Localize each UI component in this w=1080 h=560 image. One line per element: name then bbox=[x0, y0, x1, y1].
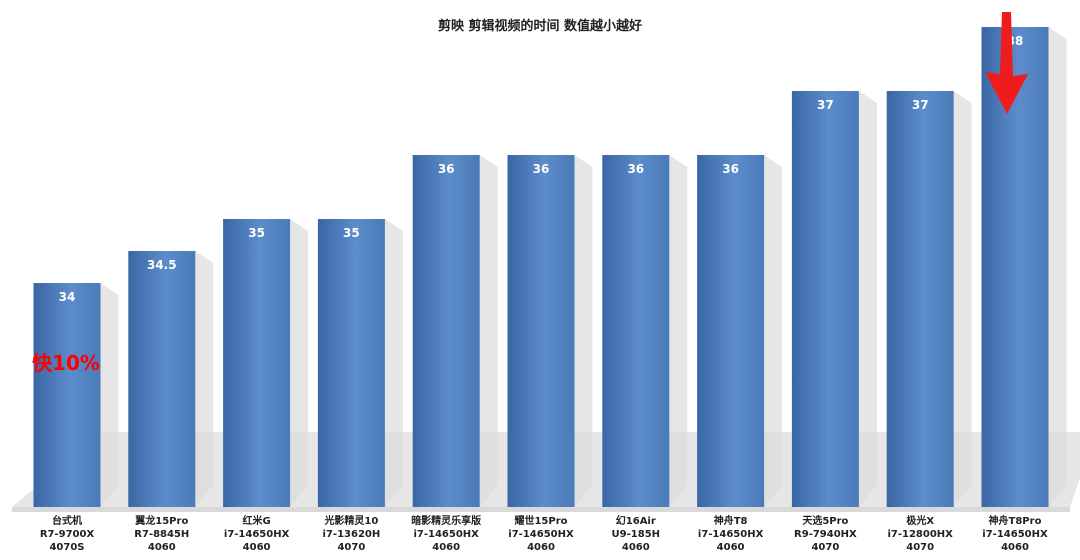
x-tick-label: 4060 bbox=[527, 542, 555, 553]
x-axis-labels: 台式机 R7-9700X 4070S 翼龙15Pro R7-8845H 4060 红米G i7… bbox=[40, 514, 1048, 553]
bar-value-label: 36 bbox=[627, 162, 644, 176]
x-tick-label: i7-14650HX bbox=[698, 529, 764, 540]
x-tick-label: 4060 bbox=[1001, 542, 1029, 553]
bar-shadow bbox=[384, 219, 403, 507]
x-tick-label: 台式机 bbox=[52, 514, 82, 527]
bar bbox=[507, 155, 575, 507]
x-tick-label: R7-8845H bbox=[134, 529, 189, 540]
x-tick-label: 4070 bbox=[906, 542, 934, 553]
bar-shadow bbox=[195, 251, 214, 507]
bar-shadow bbox=[858, 91, 877, 507]
bar-shadow bbox=[479, 155, 498, 507]
bar-value-label: 36 bbox=[722, 162, 739, 176]
x-tick-label: i7-14650HX bbox=[224, 529, 290, 540]
bar bbox=[223, 219, 291, 507]
bar-value-label: 34.5 bbox=[147, 258, 177, 272]
bar-shadow bbox=[290, 219, 309, 507]
x-tick-label: 幻16Air bbox=[616, 514, 656, 527]
x-tick-label: 翼龙15Pro bbox=[134, 514, 188, 527]
x-tick-label: 4060 bbox=[148, 542, 176, 553]
x-tick-label: 耀世15Pro bbox=[513, 514, 567, 527]
floor-edge bbox=[12, 507, 1070, 512]
bar-shadow bbox=[100, 283, 119, 507]
x-tick-label: i7-14650HX bbox=[982, 529, 1048, 540]
bar-value-label: 34 bbox=[59, 290, 76, 304]
bar bbox=[697, 155, 765, 507]
bar-value-label: 36 bbox=[438, 162, 455, 176]
x-tick-label: 4070 bbox=[811, 542, 839, 553]
x-tick-label: 神舟T8Pro bbox=[989, 514, 1042, 527]
bar-value-label: 35 bbox=[248, 226, 265, 240]
x-tick-label: U9-185H bbox=[612, 529, 660, 540]
bar bbox=[317, 219, 385, 507]
x-tick-label: 4070 bbox=[337, 542, 365, 553]
bar bbox=[128, 251, 196, 507]
bar-value-label: 37 bbox=[912, 98, 929, 112]
bar bbox=[602, 155, 670, 507]
x-tick-label: i7-14650HX bbox=[413, 529, 479, 540]
bar-shadow bbox=[1048, 27, 1067, 507]
x-tick-label: 4060 bbox=[717, 542, 745, 553]
bar bbox=[412, 155, 480, 507]
x-tick-label: 4060 bbox=[243, 542, 271, 553]
x-tick-label: 暗影精灵乐享版 bbox=[411, 514, 481, 527]
x-tick-label: 4070S bbox=[49, 542, 84, 553]
x-tick-label: 红米G bbox=[242, 514, 270, 527]
x-tick-label: 4060 bbox=[432, 542, 460, 553]
x-tick-label: 极光X bbox=[906, 514, 934, 527]
bar-value-label: 35 bbox=[343, 226, 360, 240]
bar bbox=[791, 91, 859, 507]
x-tick-label: i7-12800HX bbox=[887, 529, 953, 540]
bar-shadow bbox=[669, 155, 688, 507]
x-tick-label: 光影精灵10 bbox=[323, 514, 378, 527]
chart-title: 剪映 剪辑视频的时间 数值越小越好 bbox=[438, 18, 642, 34]
highlight-arrow-icon bbox=[985, 12, 1028, 114]
bar bbox=[981, 27, 1049, 507]
bar bbox=[33, 283, 101, 507]
bar-shadow bbox=[953, 91, 972, 507]
bar-value-label: 37 bbox=[817, 98, 834, 112]
x-tick-label: 天选5Pro bbox=[802, 514, 848, 527]
speed-annotation: 快10% bbox=[32, 351, 100, 375]
x-tick-label: i7-13620H bbox=[323, 529, 381, 540]
x-tick-label: i7-14650HX bbox=[508, 529, 574, 540]
x-tick-label: 4060 bbox=[622, 542, 650, 553]
bar-shadow bbox=[764, 155, 783, 507]
bar-value-label: 36 bbox=[533, 162, 550, 176]
bar bbox=[886, 91, 954, 507]
x-tick-label: R9-7940HX bbox=[794, 529, 857, 540]
bar-shadow bbox=[574, 155, 593, 507]
x-tick-label: 神舟T8 bbox=[714, 514, 748, 527]
x-tick-label: R7-9700X bbox=[40, 529, 95, 540]
